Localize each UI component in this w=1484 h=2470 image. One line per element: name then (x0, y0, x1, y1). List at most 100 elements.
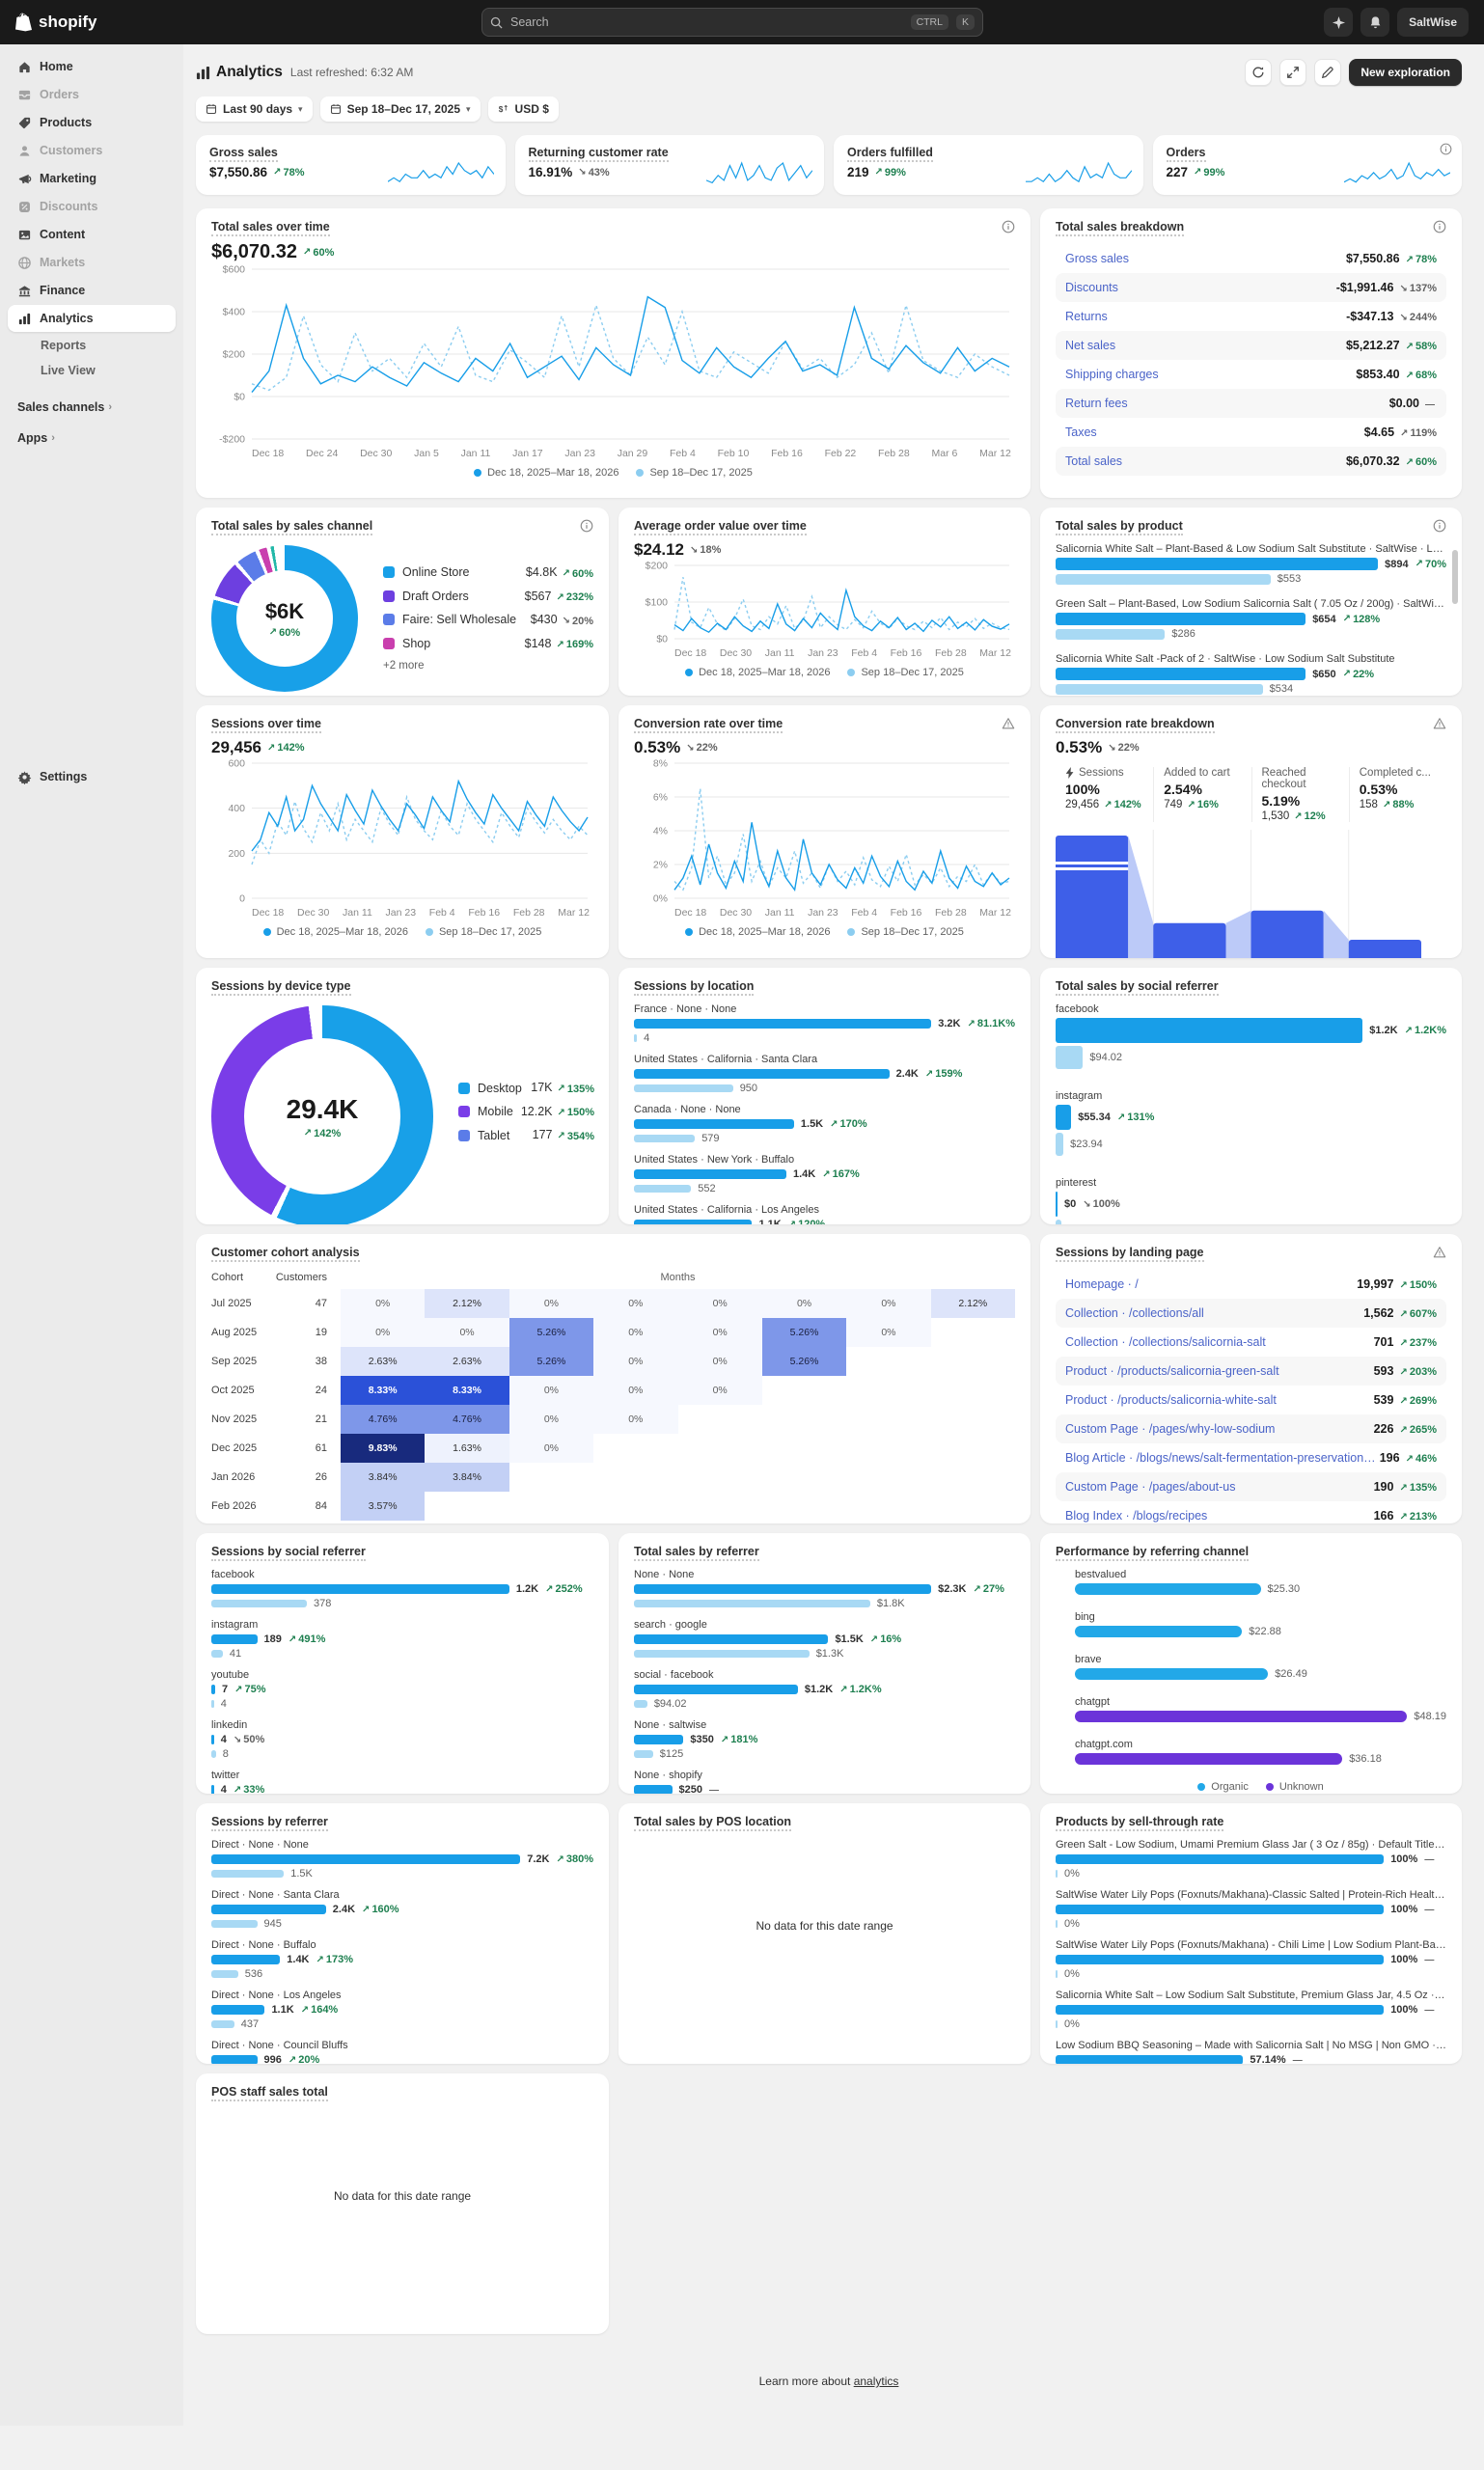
heatmap-cell[interactable]: 0% (341, 1289, 426, 1318)
heatmap-cell[interactable]: 2.63% (425, 1347, 509, 1376)
heatmap-cell[interactable]: 4.76% (425, 1405, 509, 1434)
bar-label[interactable]: youtube (211, 1669, 250, 1681)
expand-button[interactable] (1279, 59, 1307, 86)
bar-label[interactable]: None · saltwise (634, 1719, 707, 1731)
sidebar-item-orders[interactable]: Orders (8, 81, 176, 108)
sidebar-item-marketing[interactable]: Marketing (8, 165, 176, 192)
heatmap-cell[interactable]: 0% (677, 1318, 762, 1347)
card-title[interactable]: Average order value over time (634, 519, 807, 535)
card-title[interactable]: Sessions by referrer (211, 1815, 328, 1831)
kpi-card-orders[interactable]: Orders 227 99% (1152, 135, 1462, 195)
metric-link[interactable]: Blog Article · /blogs/news/salt-fermenta… (1065, 1451, 1380, 1465)
metric-link[interactable]: Return fees (1065, 397, 1128, 410)
bar-label[interactable]: Green Salt – Plant-Based, Low Sodium Sal… (1056, 598, 1446, 610)
new-exploration-button[interactable]: New exploration (1349, 59, 1462, 86)
sidekick-button[interactable] (1324, 8, 1354, 37)
heatmap-cell[interactable]: 8.33% (341, 1376, 426, 1405)
info-icon[interactable] (1433, 220, 1446, 233)
info-icon[interactable] (1433, 519, 1446, 533)
warning-icon[interactable] (1433, 1246, 1446, 1259)
heatmap-cell[interactable]: 0% (846, 1318, 931, 1347)
heatmap-cell[interactable]: 2.12% (930, 1289, 1015, 1318)
refresh-button[interactable] (1245, 59, 1273, 86)
heatmap-cell[interactable]: 0% (677, 1376, 762, 1405)
bar-label[interactable]: pinterest (1056, 1177, 1097, 1189)
analytics-link[interactable]: analytics (853, 2374, 899, 2388)
heatmap-cell[interactable]: 4.76% (341, 1405, 426, 1434)
card-title[interactable]: Total sales by referrer (634, 1545, 759, 1561)
card-title[interactable]: Sessions by location (634, 979, 755, 996)
heatmap-cell[interactable]: 5.26% (761, 1318, 847, 1347)
heatmap-cell[interactable]: 0% (593, 1405, 678, 1434)
heatmap-cell[interactable]: 0% (761, 1289, 847, 1318)
card-title[interactable]: Total sales over time (211, 220, 330, 236)
metric-link[interactable]: Gross sales (1065, 252, 1129, 265)
filter-date-range[interactable]: Last 90 days ▾ (196, 96, 313, 122)
metric-link[interactable]: Collection · /collections/salicornia-sal… (1065, 1335, 1266, 1349)
sidebar-item-finance[interactable]: Finance (8, 277, 176, 304)
bar-label[interactable]: facebook (1056, 1003, 1099, 1015)
bar-label[interactable]: None · shopify (634, 1770, 702, 1781)
filter-currency[interactable]: $ USD $ (487, 96, 559, 122)
bar-label[interactable]: SaltWise Water Lily Pops (Foxnuts/Makhan… (1056, 1939, 1446, 1951)
metric-link[interactable]: Taxes (1065, 425, 1097, 439)
filter-compare-range[interactable]: Sep 18–Dec 17, 2025 ▾ (319, 96, 481, 122)
heatmap-cell[interactable]: 0% (425, 1318, 509, 1347)
card-title[interactable]: Customer cohort analysis (211, 1246, 360, 1262)
search-input[interactable]: Search CTRL K (481, 8, 983, 37)
metric-link[interactable]: Custom Page · /pages/about-us (1065, 1480, 1236, 1494)
sidebar-item-analytics[interactable]: Analytics (8, 305, 176, 332)
kpi-card-orders-fulfilled[interactable]: Orders fulfilled 219 99% (834, 135, 1143, 195)
card-title[interactable]: Conversion rate over time (634, 717, 783, 733)
heatmap-cell[interactable]: 0% (593, 1376, 678, 1405)
edit-button[interactable] (1314, 59, 1342, 86)
sidebar-item-products[interactable]: Products (8, 109, 176, 136)
card-title[interactable]: Sessions by device type (211, 979, 351, 996)
heatmap-cell[interactable]: 0% (508, 1434, 594, 1463)
metric-link[interactable]: Returns (1065, 310, 1108, 323)
bar-label[interactable]: social · facebook (634, 1669, 714, 1681)
sidebar-subitem-reports[interactable]: Reports (41, 339, 87, 352)
heatmap-cell[interactable]: 3.84% (425, 1463, 509, 1492)
metric-link[interactable]: Total sales (1065, 454, 1123, 468)
heatmap-cell[interactable]: 3.84% (341, 1463, 426, 1492)
info-icon[interactable] (580, 519, 593, 533)
card-title[interactable]: Products by sell-through rate (1056, 1815, 1224, 1831)
bar-label[interactable]: brave (1075, 1654, 1102, 1665)
heatmap-cell[interactable]: 2.63% (341, 1347, 426, 1376)
bar-label[interactable]: Salicornia White Salt – Low Sodium Salt … (1056, 1990, 1446, 2001)
bar-label[interactable]: search · google (634, 1619, 707, 1631)
bar-label[interactable]: France · None · None (634, 1003, 737, 1015)
card-title[interactable]: Total sales breakdown (1056, 220, 1185, 236)
heatmap-cell[interactable]: 0% (508, 1376, 594, 1405)
sidebar-item-markets[interactable]: Markets (8, 249, 176, 276)
bar-label[interactable]: United States · New York · Buffalo (634, 1154, 795, 1166)
sidebar-item-settings[interactable]: Settings (8, 763, 176, 790)
bar-label[interactable]: Direct · None · Los Angeles (211, 1990, 342, 2001)
heatmap-cell[interactable]: 9.83% (341, 1434, 426, 1463)
metric-link[interactable]: Product · /products/salicornia-green-sal… (1065, 1364, 1279, 1378)
bar-label[interactable]: instagram (1056, 1090, 1103, 1102)
heatmap-cell[interactable]: 1.63% (425, 1434, 509, 1463)
metric-link[interactable]: Blog Index · /blogs/recipes (1065, 1509, 1208, 1523)
bar-label[interactable]: Green Salt - Low Sodium, Umami Premium G… (1056, 1839, 1446, 1851)
metric-link[interactable]: Net sales (1065, 339, 1116, 352)
card-title[interactable]: Total sales by sales channel (211, 519, 373, 535)
heatmap-cell[interactable]: 0% (593, 1347, 678, 1376)
card-title[interactable]: Conversion rate breakdown (1056, 717, 1215, 733)
shopify-logo[interactable]: shopify (15, 13, 179, 32)
bar-label[interactable]: Direct · None · Council Bluffs (211, 2040, 348, 2051)
bar-label[interactable]: None · None (634, 1569, 695, 1580)
heatmap-cell[interactable]: 0% (846, 1289, 931, 1318)
heatmap-cell[interactable]: 5.26% (508, 1318, 594, 1347)
metric-link[interactable]: Discounts (1065, 281, 1118, 294)
heatmap-cell[interactable]: 5.26% (761, 1347, 847, 1376)
heatmap-cell[interactable]: 5.26% (508, 1347, 594, 1376)
metric-link[interactable]: Collection · /collections/all (1065, 1306, 1204, 1320)
bar-label[interactable]: Direct · None · Buffalo (211, 1939, 316, 1951)
sidebar-item-content[interactable]: Content (8, 221, 176, 248)
bar-label[interactable]: United States · California · Los Angeles (634, 1204, 819, 1216)
bar-label[interactable]: Low Sodium BBQ Seasoning – Made with Sal… (1056, 2040, 1446, 2051)
heatmap-cell[interactable]: 0% (677, 1347, 762, 1376)
heatmap-cell[interactable]: 0% (593, 1318, 678, 1347)
